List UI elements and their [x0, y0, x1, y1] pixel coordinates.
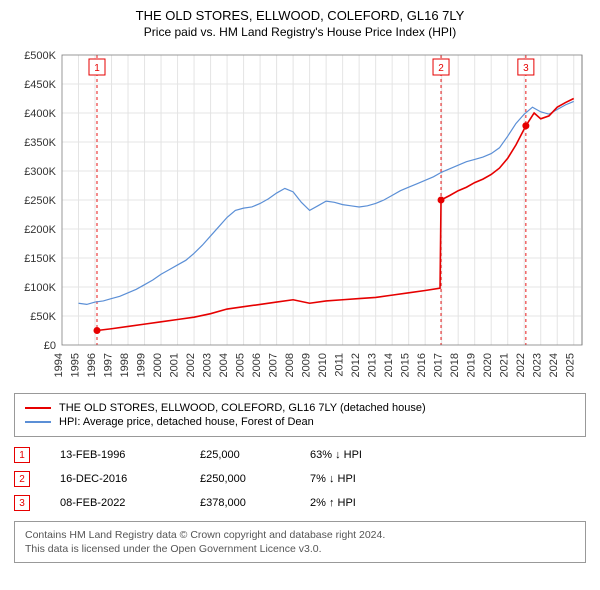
marker-badge: 3	[14, 495, 30, 511]
marker-diff: 7% ↓ HPI	[310, 473, 430, 485]
svg-text:1994: 1994	[53, 353, 65, 377]
svg-text:2009: 2009	[301, 353, 313, 377]
svg-text:£150K: £150K	[24, 253, 56, 265]
svg-text:2023: 2023	[532, 353, 544, 377]
legend-swatch	[25, 407, 51, 409]
svg-text:2006: 2006	[251, 353, 263, 377]
svg-text:2025: 2025	[565, 353, 577, 377]
svg-text:1996: 1996	[86, 353, 98, 377]
svg-text:1997: 1997	[103, 353, 115, 377]
svg-text:2003: 2003	[202, 353, 214, 377]
marker-row: 3 08-FEB-2022£378,0002% ↑ HPI	[14, 491, 586, 515]
svg-text:1995: 1995	[70, 353, 82, 377]
marker-date: 08-FEB-2022	[60, 497, 200, 509]
svg-text:£450K: £450K	[24, 79, 56, 91]
marker-badge: 1	[14, 447, 30, 463]
svg-text:1998: 1998	[119, 353, 131, 377]
svg-text:2016: 2016	[416, 353, 428, 377]
svg-text:2012: 2012	[350, 353, 362, 377]
marker-date: 16-DEC-2016	[60, 473, 200, 485]
svg-text:1: 1	[94, 63, 100, 74]
chart-subtitle: Price paid vs. HM Land Registry's House …	[10, 25, 590, 39]
svg-text:£100K: £100K	[24, 282, 56, 294]
line-chart: £0 £50K £100K £150K £200K £250K £300K £350K £400…	[10, 45, 590, 385]
svg-text:2021: 2021	[499, 353, 511, 377]
svg-text:£500K: £500K	[24, 50, 56, 62]
svg-text:2024: 2024	[548, 353, 560, 377]
svg-text:2005: 2005	[235, 353, 247, 377]
legend-item: THE OLD STORES, ELLWOOD, COLEFORD, GL16 …	[25, 402, 575, 414]
svg-text:2017: 2017	[433, 353, 445, 377]
chart-title: THE OLD STORES, ELLWOOD, COLEFORD, GL16 …	[10, 8, 590, 23]
marker-badge: 2	[14, 471, 30, 487]
marker-date: 13-FEB-1996	[60, 449, 200, 461]
attribution-footer: Contains HM Land Registry data © Crown c…	[14, 521, 586, 563]
svg-text:2000: 2000	[152, 353, 164, 377]
footer-line-2: This data is licensed under the Open Gov…	[25, 542, 575, 556]
legend: THE OLD STORES, ELLWOOD, COLEFORD, GL16 …	[14, 393, 586, 437]
marker-price: £378,000	[200, 497, 310, 509]
svg-text:2020: 2020	[482, 353, 494, 377]
legend-swatch	[25, 421, 51, 423]
svg-text:2013: 2013	[367, 353, 379, 377]
svg-text:1999: 1999	[136, 353, 148, 377]
title-block: THE OLD STORES, ELLWOOD, COLEFORD, GL16 …	[10, 8, 590, 39]
svg-text:£200K: £200K	[24, 224, 56, 236]
marker-row: 1 13-FEB-1996£25,00063% ↓ HPI	[14, 443, 586, 467]
legend-item: HPI: Average price, detached house, Fore…	[25, 416, 575, 428]
marker-diff: 63% ↓ HPI	[310, 449, 430, 461]
svg-text:2011: 2011	[334, 353, 346, 377]
svg-text:£0: £0	[44, 340, 56, 352]
footer-line-1: Contains HM Land Registry data © Crown c…	[25, 528, 575, 542]
svg-text:£400K: £400K	[24, 108, 56, 120]
svg-text:2014: 2014	[383, 353, 395, 377]
marker-price: £250,000	[200, 473, 310, 485]
svg-text:2015: 2015	[400, 353, 412, 377]
legend-label: HPI: Average price, detached house, Fore…	[59, 416, 314, 428]
marker-price: £25,000	[200, 449, 310, 461]
svg-text:2001: 2001	[169, 353, 181, 377]
chart-area: £0 £50K £100K £150K £200K £250K £300K £350K £400…	[10, 45, 590, 385]
svg-text:2: 2	[438, 63, 444, 74]
svg-text:£250K: £250K	[24, 195, 56, 207]
svg-text:2018: 2018	[449, 353, 461, 377]
legend-label: THE OLD STORES, ELLWOOD, COLEFORD, GL16 …	[59, 402, 426, 414]
svg-text:£350K: £350K	[24, 137, 56, 149]
svg-text:2008: 2008	[284, 353, 296, 377]
svg-text:2007: 2007	[268, 353, 280, 377]
marker-diff: 2% ↑ HPI	[310, 497, 430, 509]
svg-text:2010: 2010	[317, 353, 329, 377]
marker-row: 2 16-DEC-2016£250,0007% ↓ HPI	[14, 467, 586, 491]
svg-text:2019: 2019	[466, 353, 478, 377]
svg-text:2004: 2004	[218, 353, 230, 377]
svg-text:3: 3	[523, 63, 529, 74]
svg-text:2002: 2002	[185, 353, 197, 377]
marker-table: 1 13-FEB-1996£25,00063% ↓ HPI 2 16-DEC-2016…	[14, 443, 586, 515]
svg-text:£300K: £300K	[24, 166, 56, 178]
svg-text:£50K: £50K	[30, 311, 56, 323]
svg-text:2022: 2022	[515, 353, 527, 377]
